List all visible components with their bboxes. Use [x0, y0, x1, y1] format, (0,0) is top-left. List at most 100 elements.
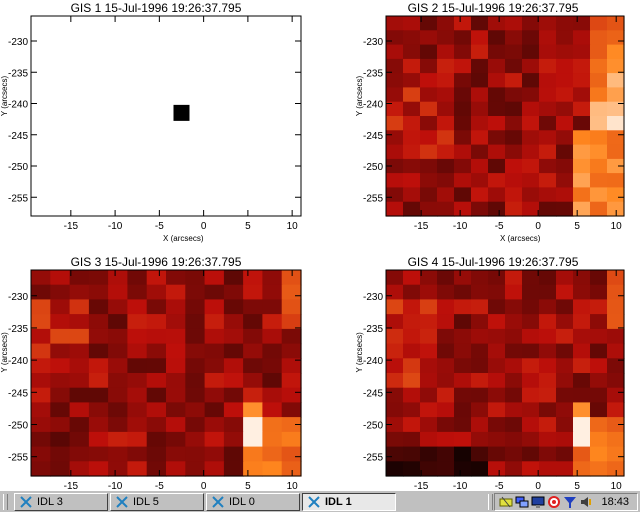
heatmap-cell [50, 284, 71, 300]
taskbar-button-label: IDL 5 [133, 496, 159, 508]
heatmap-cell [488, 58, 506, 74]
heatmap-cell [505, 446, 523, 462]
heatmap-cell [386, 343, 404, 359]
monitor-icon[interactable] [531, 495, 545, 509]
heatmap-cell [386, 101, 404, 117]
filter-icon[interactable] [563, 495, 577, 509]
heatmap-cell [281, 431, 302, 448]
heatmap-cell [420, 158, 438, 174]
heatmap-cell [488, 328, 506, 345]
heatmap-cell [471, 387, 489, 403]
x-tick-label: -15 [414, 221, 429, 232]
heatmap-cell [108, 431, 128, 448]
heatmap-cell [454, 417, 472, 433]
heatmap-cell [403, 16, 421, 31]
taskbar-button-idl-0[interactable]: IDL 0 [206, 493, 300, 511]
heatmap-cell [488, 44, 506, 60]
heatmap-cell [403, 44, 421, 60]
heatmap-cell [88, 314, 109, 330]
heatmap-cell [539, 101, 557, 117]
heatmap-cell [437, 116, 455, 131]
heatmap-cell [31, 358, 51, 374]
heatmap-cell [403, 270, 421, 286]
heatmap-cell [556, 343, 574, 359]
heatmap-cell [505, 328, 523, 345]
heatmap-cell [69, 270, 90, 286]
heatmap-cell [573, 270, 591, 286]
heatmap-cell [204, 431, 225, 448]
heatmap-cell [590, 187, 608, 203]
x-tick-label: 0 [201, 481, 207, 490]
heatmap-cell [522, 73, 540, 88]
heatmap-cell [204, 299, 225, 315]
heatmap-cell [437, 461, 455, 477]
heatmap-cell [607, 343, 625, 359]
taskbar-button-idl-1[interactable]: IDL 1 [302, 493, 396, 511]
y-tick-label: -255 [8, 193, 28, 204]
y-tick-label: -250 [363, 421, 383, 432]
heatmap-cell [31, 373, 51, 389]
taskbar-button-idl-3[interactable]: IDL 3 [14, 493, 108, 511]
heatmap-cell [437, 144, 455, 160]
heatmap-cell [539, 173, 557, 188]
heatmap-cell [522, 299, 540, 315]
heatmap-cell [127, 343, 148, 359]
heatmap-cell [185, 431, 206, 448]
heatmap-cell [31, 270, 51, 286]
heatmap-cell [166, 299, 186, 315]
heatmap-cell [403, 116, 421, 131]
x-tick-label: -10 [453, 481, 468, 490]
heatmap-cell [607, 328, 625, 345]
heatmap-cell [607, 187, 625, 203]
volume-icon[interactable] [579, 495, 593, 509]
taskbar-grip[interactable] [3, 494, 8, 510]
heatmap-cell [522, 58, 540, 74]
heatmap-cell [386, 58, 404, 74]
heatmap-cell [88, 461, 109, 477]
clock[interactable]: 18:43 [601, 496, 629, 508]
heatmap-cell [185, 446, 206, 462]
image-background [31, 16, 301, 216]
panel-title: GIS 4 15-Jul-1996 19:26:37.795 [408, 255, 579, 269]
heatmap-cell [437, 270, 455, 286]
heatmap-cell [522, 461, 540, 477]
heatmap-cell [505, 73, 523, 88]
heatmap-cell [437, 358, 455, 374]
heatmap-cell [556, 144, 574, 160]
heatmap-cell [573, 101, 591, 117]
heatmap-cell [539, 144, 557, 160]
heatmap-cell [522, 328, 540, 345]
heatmap-cell [386, 358, 404, 374]
heatmap-cell [590, 328, 608, 345]
taskbar-button-idl-5[interactable]: IDL 5 [110, 493, 204, 511]
heatmap-cell [471, 44, 489, 60]
heatmap-cell [471, 461, 489, 477]
heatmap-cell [573, 431, 591, 448]
heatmap-cell [573, 299, 591, 315]
heatmap-cell [281, 343, 302, 359]
heatmap-cell [185, 373, 206, 389]
heatmap-cell [556, 328, 574, 345]
heatmap-cell [204, 417, 225, 433]
heatmap-cell [69, 461, 90, 477]
hardware-icon[interactable] [499, 495, 513, 509]
heatmap-cell [454, 299, 472, 315]
x-tick-label: 10 [611, 481, 623, 490]
heatmap-cell [607, 116, 625, 131]
heatmap-cell [223, 387, 244, 403]
heatmap-cell [505, 87, 523, 103]
heatmap-cell [590, 461, 608, 477]
heatmap-cell [88, 270, 109, 286]
x-tick-label: 10 [611, 221, 623, 232]
heatmap-cell [522, 30, 540, 46]
heatmap-cell [437, 44, 455, 60]
target-icon[interactable] [547, 495, 561, 509]
heatmap-cell [50, 387, 71, 403]
panel-title: GIS 3 15-Jul-1996 19:26:37.795 [71, 255, 242, 269]
idl-icon [20, 496, 32, 508]
heatmap-cell [262, 358, 283, 374]
heatmap-cell [146, 358, 167, 374]
network-icon[interactable] [515, 495, 529, 509]
heatmap-cell [281, 387, 302, 403]
heatmap-cell [420, 431, 438, 448]
